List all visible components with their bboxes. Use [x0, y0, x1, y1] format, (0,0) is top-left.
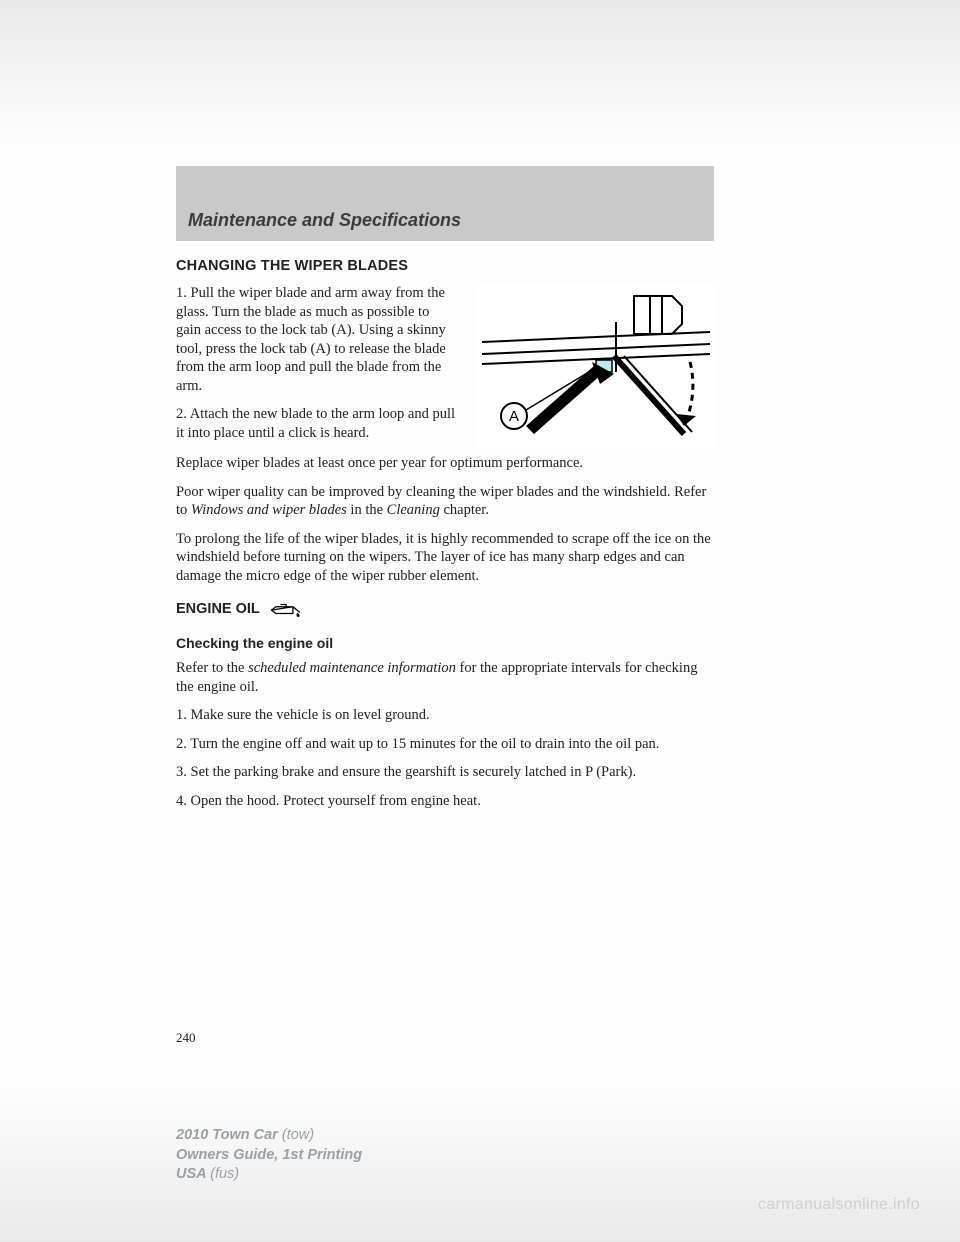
wiper-replace-para: Replace wiper blades at least once per y…	[176, 454, 714, 473]
page-number: 240	[176, 1030, 196, 1046]
footer-line-2: Owners Guide, 1st Printing	[176, 1146, 362, 1166]
oil-step-2: 2. Turn the engine off and wait up to 15…	[176, 735, 714, 754]
wiper-text-col: 1. Pull the wiper blade and arm away fro…	[176, 284, 456, 452]
top-shadow	[0, 0, 960, 140]
wiper-step-2: 2. Attach the new blade to the arm loop …	[176, 405, 456, 442]
page: Maintenance and Specifications CHANGING …	[0, 0, 960, 1242]
chapter-title: Maintenance and Specifications	[188, 210, 461, 231]
subheading-check-oil: Checking the engine oil	[176, 635, 714, 651]
wiper-cleaning-para: Poor wiper quality can be improved by cl…	[176, 483, 714, 520]
bottom-shadow	[0, 1092, 960, 1242]
wiper-blade-diagram: A	[474, 284, 714, 449]
wiper-step-1: 1. Pull the wiper blade and arm away fro…	[176, 284, 456, 395]
footer-line-1: 2010 Town Car (tow)	[176, 1126, 362, 1146]
wiper-figure-col: A	[474, 284, 714, 454]
page-content: CHANGING THE WIPER BLADES 1. Pull the wi…	[176, 258, 714, 821]
oil-step-4: 4. Open the hood. Protect yourself from …	[176, 792, 714, 811]
engine-oil-label: ENGINE OIL	[176, 601, 260, 617]
callout-a-label: A	[509, 408, 519, 425]
section-heading-oil: ENGINE OIL	[176, 601, 714, 617]
wiper-ice-para: To prolong the life of the wiper blades,…	[176, 530, 714, 586]
footer-line-3: USA (fus)	[176, 1165, 362, 1185]
oil-intro-para: Refer to the scheduled maintenance infor…	[176, 659, 714, 696]
watermark: carmanualsonline.info	[758, 1196, 920, 1214]
wiper-two-col: 1. Pull the wiper blade and arm away fro…	[176, 284, 714, 454]
oil-step-1: 1. Make sure the vehicle is on level gro…	[176, 706, 714, 725]
oil-can-icon	[268, 601, 302, 617]
oil-step-3: 3. Set the parking brake and ensure the …	[176, 763, 714, 782]
chapter-header-bar: Maintenance and Specifications	[176, 166, 714, 241]
page-footer: 2010 Town Car (tow) Owners Guide, 1st Pr…	[176, 1126, 362, 1185]
section-heading-wiper: CHANGING THE WIPER BLADES	[176, 258, 714, 274]
